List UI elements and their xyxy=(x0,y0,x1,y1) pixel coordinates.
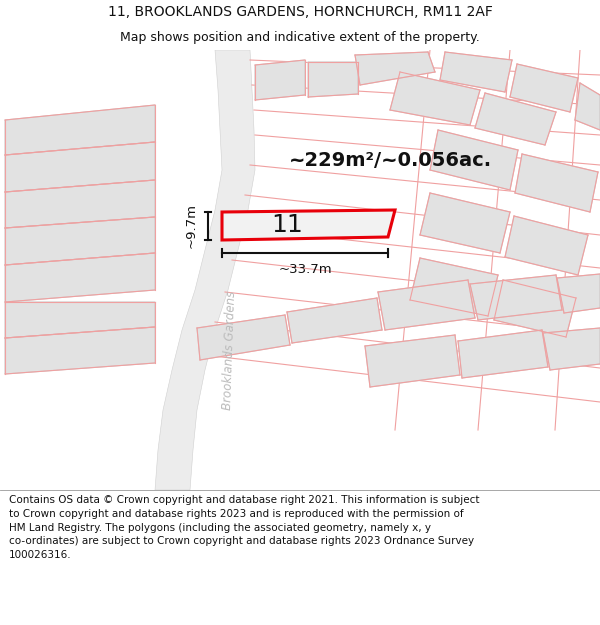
Text: Map shows position and indicative extent of the property.: Map shows position and indicative extent… xyxy=(120,31,480,44)
Polygon shape xyxy=(505,216,588,275)
Text: 11, BROOKLANDS GARDENS, HORNCHURCH, RM11 2AF: 11, BROOKLANDS GARDENS, HORNCHURCH, RM11… xyxy=(107,6,493,19)
Polygon shape xyxy=(255,60,305,100)
Polygon shape xyxy=(515,154,598,212)
Polygon shape xyxy=(5,180,155,228)
Polygon shape xyxy=(420,193,510,253)
Polygon shape xyxy=(365,335,460,387)
Text: 11: 11 xyxy=(271,213,302,237)
Polygon shape xyxy=(355,52,435,85)
Text: Brooklands Gardens: Brooklands Gardens xyxy=(221,290,239,410)
Text: Contains OS data © Crown copyright and database right 2021. This information is : Contains OS data © Crown copyright and d… xyxy=(9,496,479,560)
Polygon shape xyxy=(5,253,155,302)
Polygon shape xyxy=(470,275,562,320)
Polygon shape xyxy=(390,72,480,125)
Polygon shape xyxy=(510,64,578,112)
Polygon shape xyxy=(5,302,155,338)
Polygon shape xyxy=(494,280,576,337)
Text: ~229m²/~0.056ac.: ~229m²/~0.056ac. xyxy=(289,151,491,169)
Polygon shape xyxy=(575,83,600,130)
Polygon shape xyxy=(543,328,600,370)
Polygon shape xyxy=(440,52,512,92)
Polygon shape xyxy=(557,274,600,313)
Polygon shape xyxy=(5,217,155,265)
Polygon shape xyxy=(308,62,358,97)
Polygon shape xyxy=(287,298,382,343)
Polygon shape xyxy=(430,130,518,190)
Polygon shape xyxy=(222,210,395,240)
Polygon shape xyxy=(475,93,556,145)
Polygon shape xyxy=(155,50,255,490)
Polygon shape xyxy=(410,258,498,316)
Text: ~9.7m: ~9.7m xyxy=(185,204,198,249)
Polygon shape xyxy=(378,280,475,330)
Polygon shape xyxy=(5,327,155,374)
Polygon shape xyxy=(197,315,290,360)
Polygon shape xyxy=(5,142,155,192)
Polygon shape xyxy=(5,105,155,155)
Text: ~33.7m: ~33.7m xyxy=(278,263,332,276)
Polygon shape xyxy=(458,330,548,378)
